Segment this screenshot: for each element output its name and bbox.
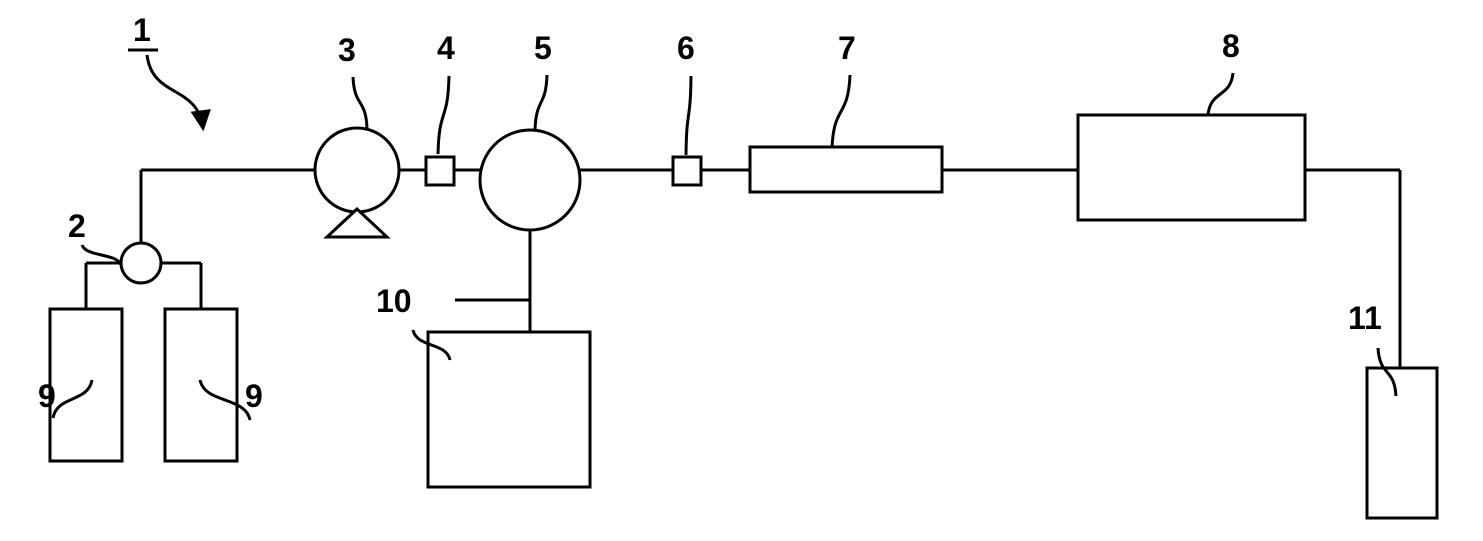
node-label-n8: 8	[1222, 28, 1240, 65]
node-label-n3: 3	[338, 32, 356, 69]
diagram-svg	[0, 0, 1483, 541]
node-label-n10: 10	[376, 283, 412, 320]
node-label-n4: 4	[437, 30, 455, 67]
node-label-n7: 7	[838, 30, 856, 67]
process-flow-diagram: 1 2 3 4 5 6 7 8 9 9 10 11	[0, 0, 1483, 541]
node-label-n11: 11	[1348, 300, 1382, 337]
node-label-n9b: 9	[245, 378, 263, 415]
node-label-n6: 6	[677, 30, 695, 67]
node-label-n9a: 9	[38, 378, 56, 415]
node-label-n2: 2	[68, 208, 86, 245]
node-label-n1_arrow: 1	[133, 12, 151, 49]
node-label-n5: 5	[534, 30, 552, 67]
